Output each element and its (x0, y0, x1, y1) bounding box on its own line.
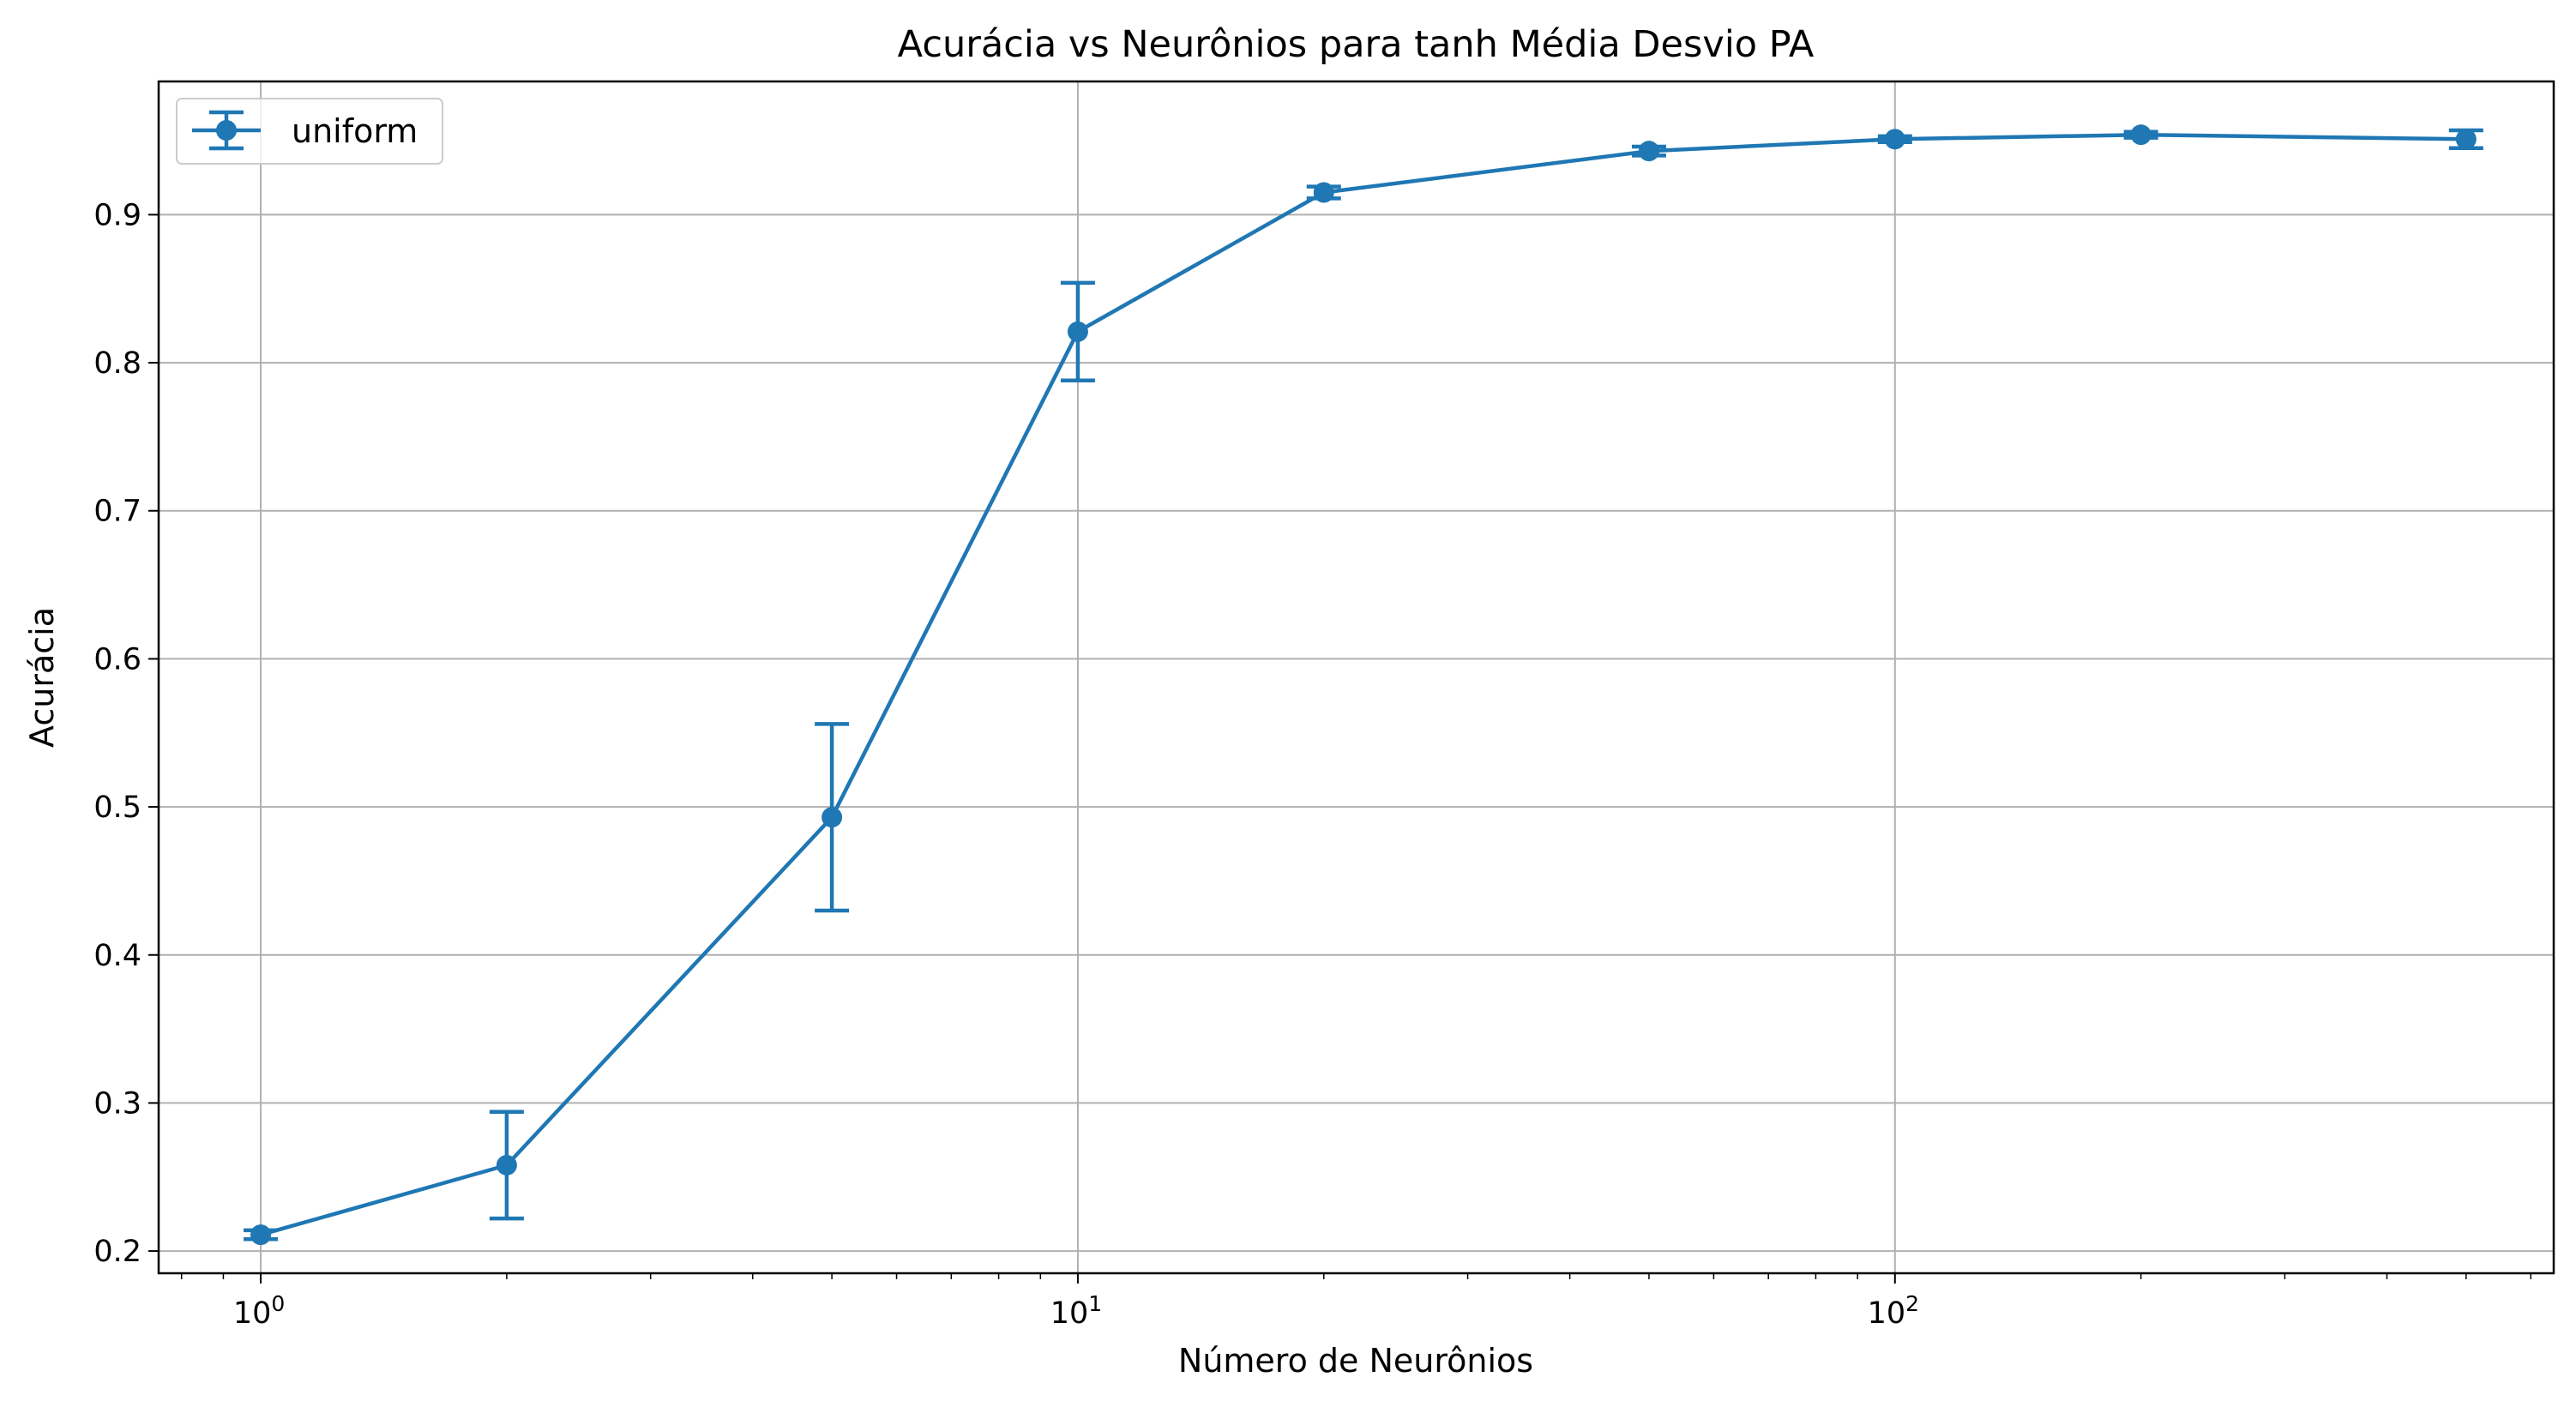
data-point (2130, 124, 2152, 146)
data-point (822, 807, 843, 828)
y-tick-label: 0.7 (93, 495, 141, 529)
data-point (250, 1224, 272, 1246)
y-tick-label: 0.9 (93, 198, 141, 232)
data-point (1884, 129, 1905, 150)
x-tick-label: 102 (1868, 1291, 1919, 1331)
data-point (1638, 141, 1659, 162)
data-point (2455, 129, 2477, 150)
y-tick-label: 0.8 (93, 346, 141, 381)
series-layer (244, 124, 2483, 1246)
y-tick-label: 0.4 (93, 939, 141, 973)
data-point (1067, 321, 1088, 342)
x-axis-label: Número de Neurônios (1178, 1342, 1533, 1380)
grid (159, 81, 2554, 1273)
data-point (1313, 182, 1334, 203)
plot-frame (157, 80, 2555, 1275)
legend-marker (192, 110, 261, 151)
y-tick-label: 0.5 (93, 791, 141, 825)
y-tick-label: 0.2 (93, 1235, 141, 1269)
legend-label: uniform (292, 112, 418, 150)
plot-area (159, 81, 2554, 1273)
legend-dot (216, 120, 237, 141)
y-tick-label: 0.3 (93, 1086, 141, 1121)
x-tick-label: 101 (1050, 1291, 1102, 1331)
chart-title: Acurácia vs Neurônios para tanh Média De… (898, 23, 1815, 66)
legend: uniform (176, 98, 443, 165)
y-tick-label: 0.6 (93, 642, 141, 676)
data-point (496, 1154, 517, 1176)
y-axis-label: Acurácia (23, 607, 61, 748)
